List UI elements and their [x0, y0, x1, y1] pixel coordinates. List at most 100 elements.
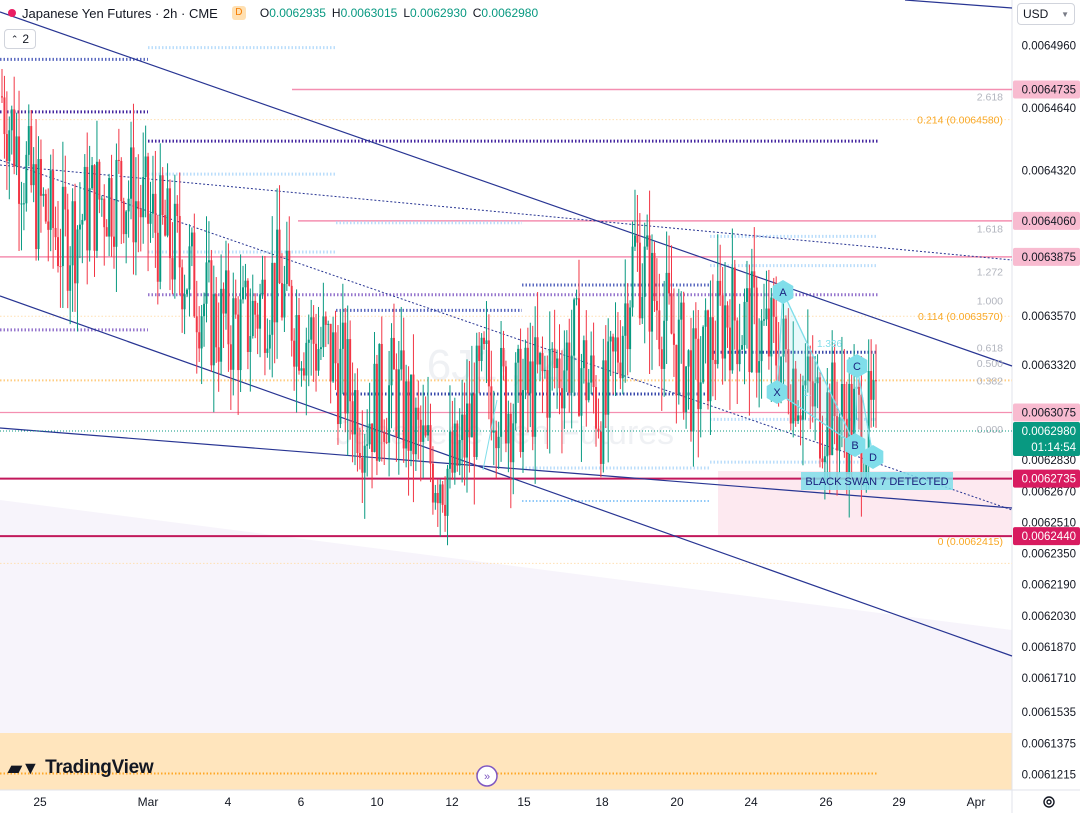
candle-body: [424, 425, 427, 436]
candle-body: [789, 400, 792, 424]
candle-body: [137, 201, 140, 210]
trend-channels[interactable]: [0, 0, 1013, 657]
tradingview-logo[interactable]: ▰▼ TradingView: [8, 757, 154, 779]
settings-gear-icon[interactable]: [1040, 793, 1058, 811]
candle-body: [288, 250, 291, 286]
price-label-text: 0.0063875: [1022, 252, 1076, 264]
price-label-box[interactable]: [1013, 80, 1080, 99]
price-tick-label: 0.0061710: [1022, 673, 1076, 685]
candle-body: [361, 457, 364, 473]
price-axis[interactable]: 0.0064960 0.0064640 0.0064320 0.0063570 0.00…: [0, 41, 1080, 782]
candle-body: [366, 444, 369, 446]
fib-level-label: 1.272: [977, 266, 1003, 278]
pattern-point-marker[interactable]: [772, 280, 794, 304]
candle-body: [154, 193, 157, 233]
candle-body: [237, 314, 240, 371]
time-axis[interactable]: 25 Mar 4 6 10 12 15 18 20 24 26 29 Apr: [33, 795, 985, 809]
candle-body: [726, 305, 729, 328]
currency-selector[interactable]: USD ▼: [1017, 3, 1075, 25]
candle-body: [76, 229, 79, 284]
last-price-box[interactable]: [1013, 421, 1080, 456]
candle-body: [775, 316, 778, 366]
candle-body: [582, 340, 585, 369]
candle-body: [719, 280, 722, 296]
pattern-ratio-label: 1.: [803, 388, 811, 399]
candle-body: [641, 296, 644, 319]
pattern-point-label: C: [853, 361, 861, 373]
indicators-toggle-button[interactable]: ⌃ 2: [4, 29, 36, 49]
candle-body: [490, 386, 493, 433]
ohlc-low: L0.0062930: [403, 6, 466, 20]
bottom-orange-band: [0, 733, 1012, 790]
candle-body: [495, 430, 498, 449]
candle-body: [181, 267, 184, 310]
candle-body: [619, 362, 622, 379]
dotted-trend-upper[interactable]: [0, 164, 1013, 261]
candle-body: [276, 229, 279, 323]
top-right-trend-line[interactable]: [904, 0, 1013, 9]
last-price-text: 0.0062980: [1022, 426, 1076, 438]
candle-body: [69, 265, 72, 291]
close-value: 0.0062980: [481, 6, 539, 20]
candle-body: [295, 315, 298, 367]
channel-upper-line[interactable]: [0, 11, 1013, 367]
symbol-title[interactable]: Japanese Yen Futures · 2h · CME: [22, 5, 218, 21]
price-label-text: 0.0062735: [1022, 474, 1076, 486]
candle-body: [597, 428, 600, 432]
candle-body: [792, 368, 795, 424]
price-label-box[interactable]: [1013, 247, 1080, 266]
channel-lower-line[interactable]: [0, 295, 1013, 657]
candle-body: [151, 193, 154, 214]
dotted-trend-lower[interactable]: [0, 159, 1013, 511]
candle-body: [724, 305, 727, 359]
time-tick-label: 6: [298, 795, 305, 809]
price-label-box[interactable]: [1013, 211, 1080, 230]
tradingview-mark-icon: ▰▼: [8, 757, 40, 778]
harmonic-pattern[interactable]: X A B C D 1.336 1. BLACK SWAN 7 DETECTED: [482, 280, 953, 490]
candle-body: [731, 267, 734, 371]
price-label-box[interactable]: [1013, 403, 1080, 422]
pattern-point-marker[interactable]: [846, 354, 868, 378]
candle-body: [500, 347, 503, 437]
candle-body: [159, 175, 162, 282]
candle-body: [259, 294, 262, 329]
fib-level-label: 2.618: [977, 91, 1003, 103]
candle-body: [809, 356, 812, 382]
candle-body: [590, 355, 593, 383]
delayed-badge[interactable]: D: [231, 6, 246, 20]
candle-body: [122, 201, 125, 235]
candle-body: [49, 170, 52, 230]
pattern-point-marker[interactable]: [844, 433, 866, 457]
replay-button[interactable]: [476, 765, 498, 787]
candle-body: [339, 348, 342, 425]
candle-body: [156, 232, 159, 282]
time-tick-label: 20: [670, 795, 684, 809]
candle-body: [371, 423, 374, 453]
low-value: 0.0062930: [410, 6, 467, 20]
pattern-point-marker[interactable]: [862, 445, 884, 469]
candle-body: [344, 322, 347, 414]
candle-body: [229, 344, 232, 370]
channel-flat-line[interactable]: [0, 427, 1013, 509]
price-tick-label: 0.0061870: [1022, 642, 1076, 654]
pattern-point-marker[interactable]: [766, 380, 788, 404]
candle-body: [689, 350, 692, 432]
candle-body: [668, 272, 671, 294]
price-label-box[interactable]: [1013, 469, 1080, 488]
fib-level-label: 0.000: [977, 424, 1003, 436]
candle-body: [110, 178, 113, 237]
candle-body: [787, 349, 790, 401]
candle-body: [828, 392, 831, 456]
candle-body: [711, 317, 714, 360]
candle-body: [587, 382, 590, 401]
candle-body: [315, 343, 318, 371]
candle-body: [738, 349, 741, 365]
candle-body: [86, 166, 89, 251]
price-label-box[interactable]: [1013, 527, 1080, 546]
candle-body: [831, 362, 834, 456]
candle-body: [626, 303, 629, 350]
pattern-alert-box[interactable]: [801, 472, 953, 490]
candle-body: [697, 338, 700, 410]
